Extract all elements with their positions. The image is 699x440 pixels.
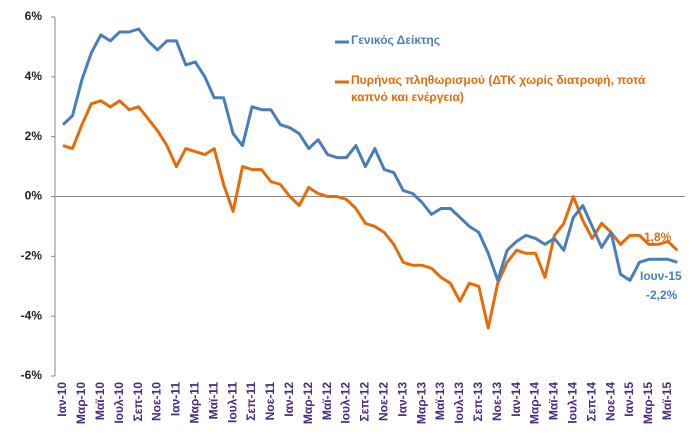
annotation: -1,8% bbox=[640, 230, 672, 244]
y-tick-label: 0% bbox=[25, 189, 43, 203]
annotation: Ιουν-15 bbox=[640, 269, 682, 283]
x-tick-label: Μαρ-11 bbox=[187, 382, 201, 424]
x-tick-label: Ιουλ-13 bbox=[452, 382, 466, 424]
x-tick-label: Νοε-12 bbox=[376, 382, 390, 421]
x-tick-label: Ιουλ-10 bbox=[112, 382, 126, 424]
x-tick-label: Μαρ-12 bbox=[301, 382, 315, 424]
legend-label-box: Πυρήνας πληθωρισμού (ΔΤΚ χωρίς διατροφή,… bbox=[351, 73, 646, 104]
annotation: -2,2% bbox=[646, 288, 678, 302]
y-tick-label: -6% bbox=[21, 368, 43, 382]
x-tick-label: Μαϊ-10 bbox=[93, 382, 107, 420]
x-tick-label: Ιαν-11 bbox=[169, 382, 183, 416]
x-tick-label: Μαϊ-13 bbox=[433, 382, 447, 420]
x-tick-label: Νοε-14 bbox=[603, 382, 617, 421]
x-tick-label: Ιουλ-11 bbox=[225, 382, 239, 423]
x-tick-label: Ιουλ-12 bbox=[339, 382, 353, 424]
series-line bbox=[62, 99, 679, 330]
x-tick-label: Σεπ-12 bbox=[358, 382, 372, 422]
x-tick-label: Σεπ-14 bbox=[584, 382, 598, 422]
x-tick-label: Μαρ-15 bbox=[641, 382, 655, 424]
x-tick-label: Νοε-11 bbox=[263, 382, 277, 421]
x-tick-label: Νοε-13 bbox=[490, 382, 504, 421]
x-tick-label: Νοε-10 bbox=[150, 382, 164, 421]
x-tick-label: Μαρ-14 bbox=[528, 382, 542, 424]
legend-label: Γενικός Δείκτης bbox=[351, 33, 440, 47]
x-tick-label: Ιαν-14 bbox=[509, 382, 523, 417]
x-tick-label: Ιουλ-14 bbox=[565, 382, 579, 424]
y-tick-label: 2% bbox=[25, 129, 43, 143]
x-tick-label: Μαρ-10 bbox=[74, 382, 88, 424]
x-tick-label: Μαϊ-12 bbox=[320, 382, 334, 420]
x-tick-label: Σεπ-11 bbox=[244, 382, 258, 421]
x-tick-label: Σεπ-10 bbox=[131, 382, 145, 422]
x-tick-label: Σεπ-13 bbox=[471, 382, 485, 422]
legend-label-box: Γενικός Δείκτης bbox=[351, 33, 440, 47]
x-tick-label: Ιαν-10 bbox=[55, 382, 69, 417]
y-tick-label: -4% bbox=[21, 308, 43, 322]
x-tick-label: Ιαν-13 bbox=[395, 382, 409, 417]
x-tick-label: Μαϊ-15 bbox=[660, 382, 674, 420]
x-tick-label: Μαϊ-14 bbox=[547, 382, 561, 420]
x-tick-label: Ιαν-15 bbox=[622, 382, 636, 417]
y-tick-label: 6% bbox=[25, 9, 43, 23]
legend-label: Πυρήνας πληθωρισμού (ΔΤΚ χωρίς διατροφή,… bbox=[351, 73, 646, 104]
series-line bbox=[61, 27, 678, 282]
y-tick-label: 4% bbox=[25, 69, 43, 83]
y-tick-label: -2% bbox=[21, 249, 43, 263]
x-tick-label: Μαϊ-11 bbox=[206, 382, 220, 420]
x-tick-label: Μαρ-13 bbox=[414, 382, 428, 424]
x-tick-label: Ιαν-12 bbox=[282, 382, 296, 417]
